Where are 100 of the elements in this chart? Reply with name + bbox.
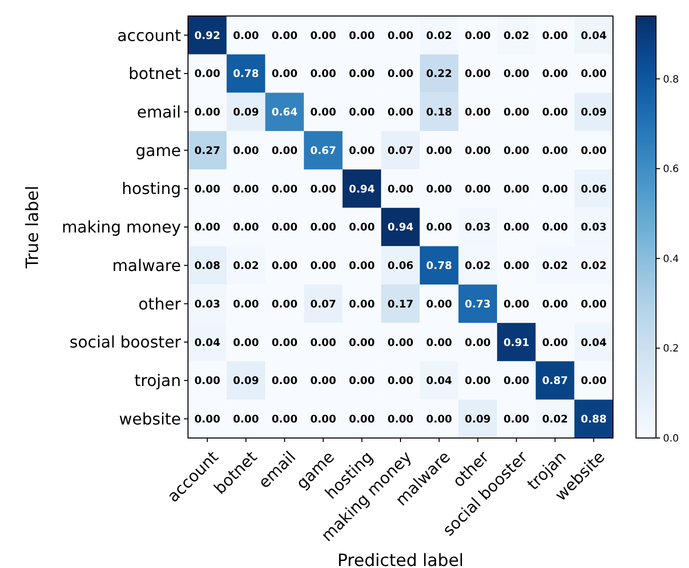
data-label: 0.00: [426, 183, 452, 196]
data-label: 0.00: [464, 68, 491, 80]
color-bar-label: 0.6: [663, 164, 679, 176]
data-label: 0.04: [580, 336, 607, 349]
data-label: 0.00: [426, 222, 452, 234]
data-label: 0.00: [348, 298, 375, 310]
data-label: 0.00: [348, 144, 375, 157]
data-label: 0.27: [194, 144, 220, 157]
data-label: 0.07: [388, 144, 414, 157]
data-label: 0.00: [272, 298, 298, 310]
data-label: 0.00: [272, 413, 298, 426]
data-label: 0.00: [232, 144, 259, 157]
data-label: 0.00: [542, 106, 568, 119]
data-label: 0.00: [580, 375, 607, 388]
data-label: 0.00: [426, 144, 452, 157]
y-tick-label: hosting: [122, 179, 181, 198]
color-bar-label: 0.8: [663, 74, 679, 86]
data-label: 0.02: [542, 413, 568, 426]
data-label: 0.91: [503, 336, 530, 349]
data-label: 0.00: [272, 30, 298, 42]
color-bar-label: 0.0: [663, 434, 679, 444]
data-label: 0.00: [503, 298, 530, 310]
data-label: 0.00: [272, 336, 298, 349]
data-label: 0.00: [272, 375, 298, 388]
data-label: 0.00: [348, 30, 375, 42]
y-tick-label: trojan: [134, 371, 181, 390]
data-label: 0.78: [232, 68, 259, 80]
data-label: 0.08: [194, 260, 220, 272]
data-label: 0.00: [194, 222, 220, 234]
data-label: 0.00: [348, 68, 375, 80]
data-label: 0.00: [464, 30, 491, 42]
data-label: 0.67: [310, 144, 336, 157]
data-label: 0.09: [232, 375, 259, 388]
data-label: 0.73: [464, 298, 491, 310]
data-label: 0.00: [310, 375, 336, 388]
data-label: 0.03: [464, 222, 491, 234]
data-label: 0.04: [194, 336, 220, 349]
data-label: 0.00: [542, 222, 568, 234]
y-axis-title: True label: [23, 186, 43, 270]
data-label: 0.22: [426, 68, 452, 80]
color-bar-label: 0.4: [663, 254, 679, 265]
data-label: 0.00: [232, 413, 259, 426]
data-label: 0.00: [272, 144, 298, 157]
data-label: 0.00: [232, 30, 259, 42]
y-tick-label: email: [136, 102, 181, 122]
data-label: 0.00: [464, 336, 491, 349]
data-label: 0.00: [388, 183, 414, 196]
data-label: 0.00: [542, 336, 568, 349]
data-label: 0.00: [348, 222, 375, 234]
data-label: 0.00: [580, 144, 607, 157]
data-label: 0.00: [348, 336, 375, 349]
data-label: 0.09: [232, 106, 259, 119]
data-label: 0.02: [464, 260, 491, 272]
data-label: 0.00: [310, 68, 336, 80]
data-label: 0.00: [348, 106, 375, 119]
data-label: 0.00: [580, 68, 607, 80]
data-label: 0.00: [542, 144, 568, 157]
data-label: 0.00: [426, 298, 452, 310]
data-label: 0.00: [194, 68, 220, 80]
data-label: 0.07: [310, 298, 336, 310]
y-tick-label: botnet: [128, 64, 181, 84]
data-label: 0.00: [310, 30, 336, 42]
data-label: 0.00: [194, 413, 220, 426]
data-label: 0.00: [388, 413, 414, 426]
data-label: 0.00: [232, 183, 259, 196]
data-label: 0.00: [194, 375, 220, 388]
data-label: 0.06: [388, 260, 414, 272]
data-label: 0.00: [388, 68, 414, 80]
data-label: 0.00: [310, 106, 336, 119]
data-label: 0.00: [542, 68, 568, 80]
data-label: 0.00: [503, 144, 530, 157]
data-label: 0.00: [310, 413, 336, 426]
data-label: 0.00: [388, 336, 414, 349]
data-label: 0.09: [464, 413, 491, 426]
y-tick-label: malware: [112, 256, 181, 275]
data-label: 0.00: [503, 260, 530, 272]
data-label: 0.00: [310, 336, 336, 349]
y-tick-label: account: [117, 26, 181, 45]
data-label: 0.00: [503, 375, 530, 388]
y-tick-label: social booster: [70, 332, 182, 352]
x-axis-title: Predicted label: [337, 551, 464, 568]
data-label: 0.00: [503, 68, 530, 80]
data-label: 0.64: [272, 106, 298, 119]
data-label: 0.18: [426, 106, 452, 119]
data-label: 0.03: [580, 222, 607, 234]
data-label: 0.04: [426, 375, 452, 388]
y-tick-label: making money: [62, 218, 181, 237]
data-label: 0.02: [232, 260, 259, 272]
data-label: 0.00: [272, 68, 298, 80]
data-label: 0.00: [232, 336, 259, 349]
data-label: 0.00: [348, 260, 375, 272]
data-label: 0.00: [194, 183, 220, 196]
data-label: 0.03: [194, 298, 220, 310]
data-label: 0.00: [232, 222, 259, 234]
data-label: 0.94: [348, 183, 375, 196]
data-label: 0.00: [503, 106, 530, 119]
data-label: 0.00: [464, 106, 491, 119]
data-label: 0.02: [426, 30, 452, 42]
data-label: 0.00: [580, 298, 607, 310]
data-label: 0.00: [426, 413, 452, 426]
